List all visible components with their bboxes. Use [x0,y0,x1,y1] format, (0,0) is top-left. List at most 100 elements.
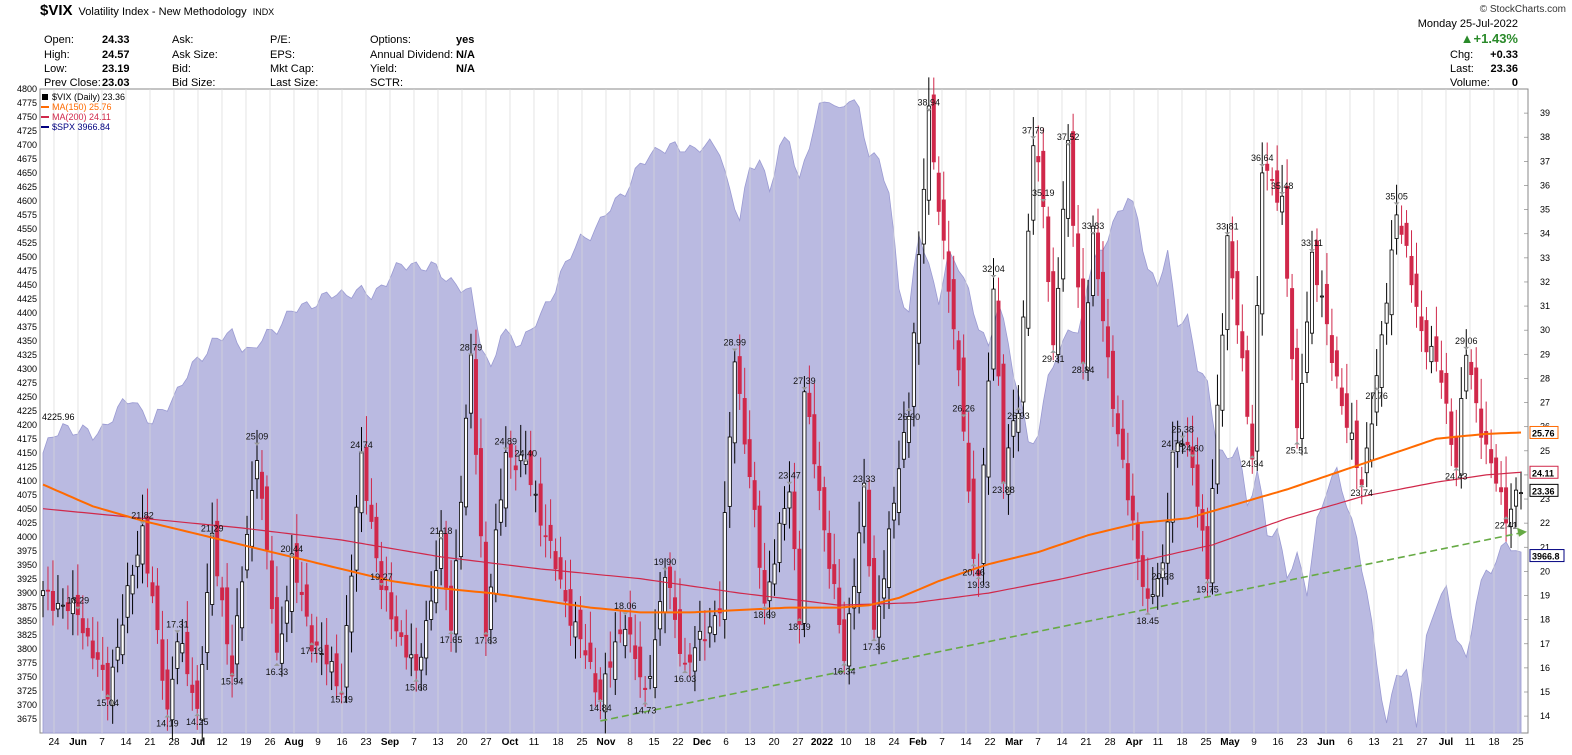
vix-value-label: 20.28 [1151,572,1174,582]
candle-body [1364,447,1369,474]
vix-value-label: 25.38 [1171,425,1194,435]
vix-value-label: 16.34 [833,667,856,677]
left-tick-label: 4650 [17,168,37,178]
candle-body [1379,334,1384,388]
x-tick-label: 25 [1512,737,1524,748]
x-tick-label: 16 [1272,737,1284,748]
candle-body [1389,249,1394,316]
quote-value: +0.33 [1490,49,1518,61]
vix-label-pointer [1065,142,1072,146]
candle-body [409,654,414,659]
candle-body [289,553,294,612]
candle-body [1165,521,1170,564]
x-tick-label: 23 [1296,737,1308,748]
right-tick-label: 15 [1540,687,1550,697]
vix-value-label: 33.81 [1216,221,1239,231]
candle-body [742,398,747,445]
vix-value-label: 18.45 [1137,616,1160,626]
vix-value-label: 17.65 [440,635,463,645]
candle-body [95,652,100,660]
candle-body [304,584,309,617]
vix-label-pointer [871,638,878,642]
vix-label-pointer [681,670,688,674]
quote-label: Ask: [172,34,194,46]
vix-label-pointer [1204,580,1211,584]
candle-body [513,465,518,471]
x-tick-label: 27 [792,737,804,748]
candle-body [359,452,364,514]
x-tick-label: 6 [1347,737,1353,748]
vix-value-label: 36.64 [1251,153,1274,163]
vix-label-pointer [104,694,111,698]
candle-body [1329,335,1334,363]
candle-body [886,528,891,588]
candle-body [802,391,807,624]
ma150-tag-box [1529,425,1559,439]
x-tick-label: 25 [1200,737,1212,748]
candle-body [1081,278,1086,363]
legend-label: MA(200) 24.11 [52,112,111,122]
candle-body [877,605,882,638]
vix-label-pointer [1000,480,1007,484]
vix-value-label: 18.29 [67,596,90,606]
left-tick-label: 4600 [17,196,37,206]
candle-body [772,563,777,585]
candle-body [1046,216,1051,283]
left-tick-label: 4475 [17,266,37,276]
candle-body [1474,367,1479,404]
candle-body [628,617,633,635]
x-tick-label: Oct [502,737,519,748]
left-tick-label: 4800 [17,84,37,94]
x-tick-label: Aug [284,737,303,748]
vix-label-pointer [1249,455,1256,459]
candle-body [1354,420,1359,469]
vix-label-pointer [990,274,997,278]
left-tick-label: 4050 [17,504,37,514]
candle-body [314,641,319,646]
candle-body [1414,273,1419,307]
candle-body [1444,372,1449,404]
candle-body [653,639,658,688]
legend-label: $VIX (Daily) 23.36 [52,92,125,102]
vix-label-pointer [975,576,982,580]
vix-value-label: 14.84 [589,703,612,713]
candle-body [1105,326,1110,358]
candle-body [468,353,473,414]
x-tick-label: 6 [723,737,729,748]
candle-body [658,601,663,630]
candle-body [682,662,687,665]
candle-body [1519,492,1524,495]
candle-body [379,561,384,590]
vix-label-pointer [1030,136,1037,140]
left-tick-label: 3875 [17,602,37,612]
candle-body [638,646,643,678]
quote-label: Bid Size: [172,77,216,89]
candle-body [1026,230,1031,329]
vix-label-pointer [1393,202,1400,206]
brand[interactable]: © StockCharts.com [1479,4,1566,15]
candle-body [797,548,802,625]
left-tick-label: 4100 [17,476,37,486]
candle-body [1051,271,1056,346]
right-tick-label: 17 [1540,639,1550,649]
left-tick-label: 4000 [17,532,37,542]
candle-body [1135,522,1140,559]
x-tick-label: 13 [432,737,444,748]
vix-value-label: 17.36 [863,642,886,652]
candle-body [200,663,205,721]
vix-label-pointer [796,618,803,622]
x-tick-label: 7 [939,737,945,748]
vix-value-label: 28.84 [1072,365,1095,375]
candle-body [1290,288,1295,360]
vix-value-label: 19.93 [967,580,990,590]
vix-label-pointer [522,459,529,463]
x-tick-label: 24 [48,737,60,748]
vix-label-pointer [970,563,977,567]
candle-body [558,557,563,580]
x-tick-label: 26 [264,737,276,748]
vix-label-pointer [925,108,932,112]
vix-value-label: 14.73 [634,706,657,716]
quote-label: Annual Dividend: [370,49,454,61]
candle-body [1514,489,1519,507]
